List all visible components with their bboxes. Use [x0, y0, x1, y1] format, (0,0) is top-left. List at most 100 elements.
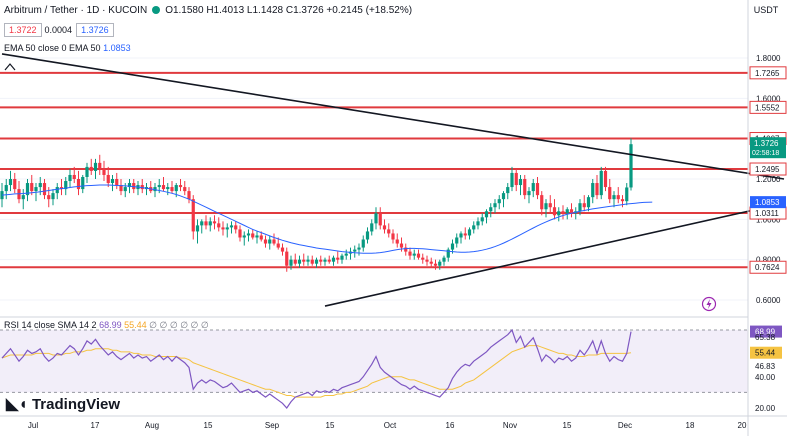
candle-body — [378, 213, 382, 226]
ema-legend[interactable]: EMA 50 close 0 EMA 50 1.0853 — [4, 43, 131, 53]
candle-body — [4, 185, 8, 192]
candle-body — [76, 179, 81, 190]
candle-body — [55, 187, 59, 194]
candle-body — [387, 229, 391, 234]
tradingview-logo[interactable]: ◣◖ TradingView — [6, 394, 120, 414]
candle-body — [140, 185, 144, 190]
price-tags: 1.3726 02:58:18 1.0853 — [750, 137, 786, 209]
rsi-legend[interactable]: RSI 14 close SMA 14 2 68.99 55.44 ∅ ∅ ∅ … — [4, 320, 209, 331]
candle-body — [450, 243, 455, 250]
candle-body — [527, 191, 531, 196]
tradingview-mark-icon: ◣◖ — [6, 396, 28, 413]
time-axis[interactable]: Jul 17 Aug 15 Sep 15 Oct 16 Nov 15 Dec 18 20 — [28, 421, 747, 430]
time-tick-label: 15 — [563, 421, 572, 430]
level-tag-box — [749, 260, 787, 274]
price-grid — [0, 57, 748, 301]
level-tag-label: 1.2495 — [755, 165, 780, 174]
candle-body — [285, 251, 289, 266]
candle-body — [531, 183, 535, 192]
market-status-icon — [152, 6, 161, 14]
candle-body — [493, 203, 497, 208]
candle-body — [217, 223, 221, 228]
candle-body — [13, 179, 17, 190]
rsi-value-tag — [750, 325, 782, 338]
candle-body — [476, 221, 480, 226]
candle-body — [30, 183, 34, 192]
candle-body — [421, 257, 425, 260]
price-tick-label: 1.8000 — [756, 54, 781, 63]
candle-body — [561, 211, 565, 214]
time-tick-label: 15 — [204, 421, 213, 430]
candle-body — [399, 243, 404, 248]
currency-label[interactable]: USDT — [754, 5, 779, 15]
rsi-tick-label: 40.00 — [755, 373, 776, 382]
candle-body — [127, 183, 132, 188]
candle-body — [157, 185, 161, 188]
last-price-tag — [750, 137, 786, 159]
candle-body — [442, 257, 446, 262]
candle-body — [212, 221, 217, 224]
level-tag-box — [749, 162, 787, 176]
last-price-label: 1.3726 — [754, 139, 779, 148]
price-tick-label: 0.6000 — [756, 296, 781, 305]
candle-body — [484, 211, 489, 218]
candle-body — [489, 207, 493, 212]
trendline-ascending-support — [324, 202, 785, 307]
candle-body — [416, 253, 421, 258]
candle-body — [506, 187, 510, 194]
candle-body — [72, 174, 76, 179]
price-axis[interactable]: 1.8000 1.6000 1.2000 1.0000 0.8000 0.6000 — [756, 54, 781, 305]
candle-body — [204, 221, 208, 226]
ema-legend-value: 1.0853 — [103, 43, 131, 53]
buy-price-button[interactable]: 1.3726 — [76, 23, 114, 37]
candle-body — [85, 166, 89, 177]
rsi-tick-label: 55.44 — [755, 349, 776, 358]
symbol-header: Arbitrum / Tether · 1D · KUCOIN O1.1580 H… — [4, 5, 412, 16]
candle-body — [616, 195, 620, 200]
rsi-legend-tail: ∅ ∅ ∅ ∅ ∅ ∅ — [149, 320, 209, 330]
candle-body — [259, 235, 263, 240]
candle-body — [319, 259, 323, 262]
candle-body — [178, 185, 183, 188]
candle-body — [472, 225, 476, 230]
rsi-tick-label: 20.00 — [755, 404, 776, 413]
candle-body — [463, 233, 467, 236]
candle-body — [280, 247, 285, 252]
candle-body — [552, 207, 557, 216]
ema-price-tag — [750, 196, 786, 209]
candle-body — [115, 179, 119, 186]
level-tag-label: 1.5552 — [755, 103, 780, 112]
candle-body — [365, 231, 370, 240]
candle-body — [480, 217, 484, 222]
candle-body — [293, 259, 297, 264]
candle-body — [51, 193, 55, 200]
candle-body — [582, 203, 586, 208]
lightning-icon[interactable] — [701, 296, 717, 312]
order-panel: 1.3722 0.0004 1.3726 — [4, 23, 117, 37]
candle-body — [59, 187, 64, 190]
symbol-title[interactable]: Arbitrum / Tether · 1D · KUCOIN — [4, 5, 148, 16]
candle-body — [221, 227, 225, 230]
candle-body — [8, 179, 13, 186]
candle-body — [353, 249, 357, 252]
rsi-tick-label: 46.83 — [755, 362, 776, 371]
time-tick-label: Jul — [28, 421, 38, 430]
candle-body — [578, 203, 582, 212]
candle-body — [200, 221, 204, 226]
candle-body — [170, 187, 174, 192]
time-tick-label: Sep — [265, 421, 280, 430]
candle-body — [548, 203, 552, 208]
candle-body — [81, 176, 85, 190]
candle-body — [25, 183, 30, 196]
candle-body — [272, 239, 276, 244]
candle-body — [412, 253, 416, 256]
candle-body — [268, 239, 272, 244]
rsi-band-lines — [0, 329, 748, 393]
candle-body — [540, 195, 544, 210]
candle-body — [166, 187, 170, 190]
sell-price-button[interactable]: 1.3722 — [4, 23, 42, 37]
collapse-chevron-icon[interactable] — [4, 63, 16, 71]
candle-body — [0, 191, 4, 200]
